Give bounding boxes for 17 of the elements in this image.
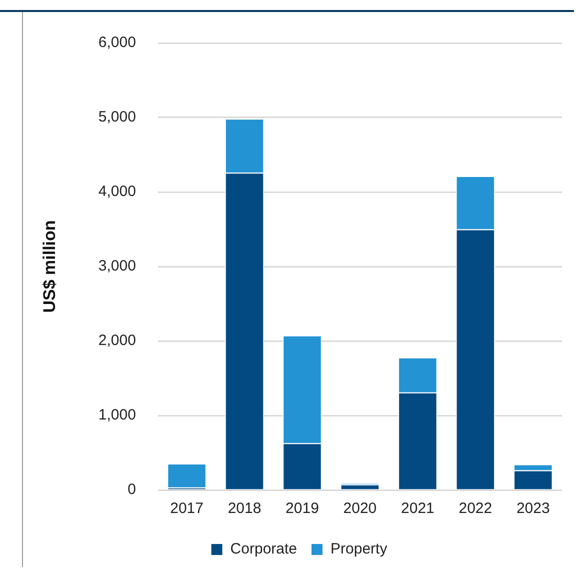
x-tick-label: 2022: [458, 500, 492, 518]
y-tick-label: 1,000: [98, 406, 136, 424]
y-tick-label: 4,000: [98, 183, 136, 200]
legend-label: Property: [330, 540, 388, 558]
x-tick-label: 2018: [228, 500, 262, 518]
y-tick-label: 0: [128, 481, 136, 498]
x-tick-label: 2023: [516, 500, 550, 518]
x-tick-label: 2020: [343, 500, 377, 518]
x-tick-label: 2021: [401, 500, 434, 518]
x-tick-label: 2017: [170, 500, 204, 518]
y-axis-title: US$ million: [40, 220, 59, 313]
y-tick-label: 3,000: [98, 258, 136, 275]
y-tick-label: 6,000: [98, 34, 136, 52]
legend-label: Corporate: [230, 540, 298, 558]
x-tick-label: 2019: [286, 500, 319, 518]
y-tick-label: 5,000: [98, 108, 136, 126]
y-tick-label: 2,000: [98, 332, 136, 350]
